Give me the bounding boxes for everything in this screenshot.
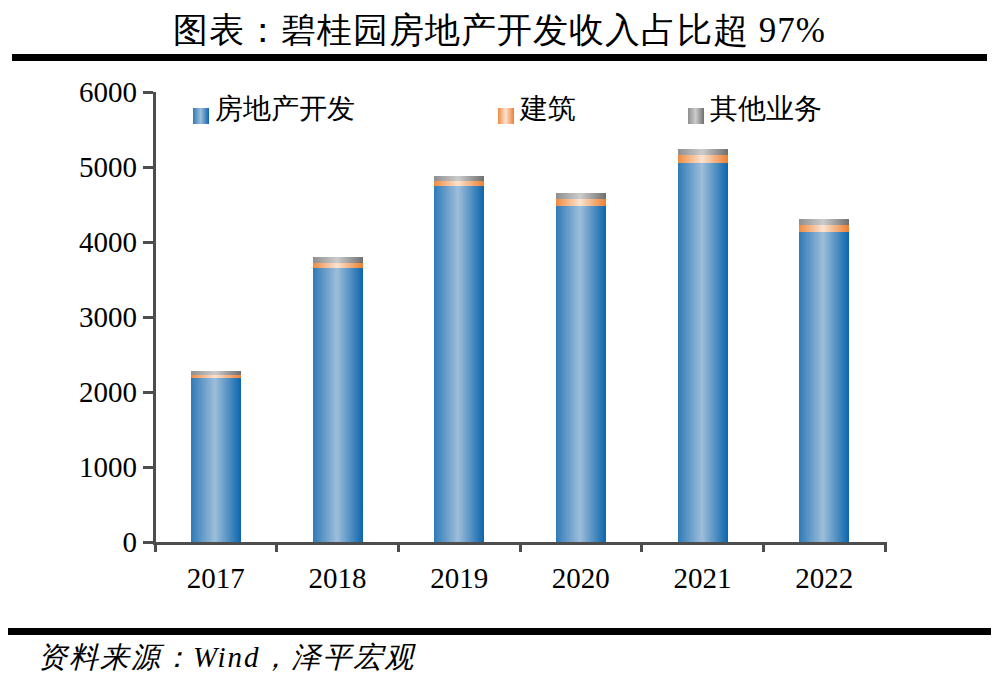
bar-segment-2020-建筑 <box>556 199 606 206</box>
legend-label-other: 其他业务 <box>710 96 822 122</box>
x-axis-labels: 201720182019202020212022 <box>155 542 885 602</box>
legend-label-real-estate: 房地产开发 <box>215 96 355 122</box>
source-note: 资料来源：Wind，泽平宏观 <box>38 638 416 678</box>
bar-segment-2017-建筑 <box>191 375 241 378</box>
y-tick <box>143 316 153 319</box>
bar-segment-2017-房地产开发 <box>191 378 241 542</box>
legend-label-construction: 建筑 <box>520 96 576 122</box>
bar-2017 <box>191 371 241 542</box>
bar-segment-2021-建筑 <box>678 155 728 162</box>
y-tick-label: 5000 <box>37 151 137 183</box>
chart-page: 图表：碧桂园房地产开发收入占比超 97% 房地产开发 建筑 其他业务 01000… <box>0 0 999 685</box>
chart-title: 图表：碧桂园房地产开发收入占比超 97% <box>0 7 999 54</box>
y-tick <box>143 241 153 244</box>
legend-swatch-construction <box>498 108 514 124</box>
bar-segment-2021-其他业务 <box>678 149 728 155</box>
bar-segment-2020-其他业务 <box>556 193 606 200</box>
x-tick-label: 2022 <box>763 562 885 594</box>
x-tick-label: 2018 <box>277 562 399 594</box>
bar-segment-2019-建筑 <box>434 181 484 186</box>
y-tick <box>143 166 153 169</box>
top-divider-rule <box>12 54 987 61</box>
bar-2018 <box>313 257 363 542</box>
y-tick <box>143 91 153 94</box>
y-tick <box>143 541 153 544</box>
legend: 房地产开发 建筑 其他业务 <box>155 96 885 130</box>
y-tick-label: 0 <box>37 526 137 558</box>
bar-segment-2019-其他业务 <box>434 176 484 181</box>
bar-segment-2018-建筑 <box>313 263 363 268</box>
bar-segment-2019-房地产开发 <box>434 186 484 542</box>
bottom-divider-rule <box>8 628 991 635</box>
bar-2020 <box>556 193 606 543</box>
y-tick <box>143 391 153 394</box>
x-tick-label: 2019 <box>398 562 520 594</box>
legend-swatch-real-estate <box>193 108 209 124</box>
legend-swatch-other <box>688 108 704 124</box>
y-tick-label: 1000 <box>37 451 137 483</box>
bar-segment-2020-房地产开发 <box>556 206 606 542</box>
x-tick-label: 2020 <box>520 562 642 594</box>
y-tick-label: 3000 <box>37 301 137 333</box>
y-tick-label: 2000 <box>37 376 137 408</box>
bar-segment-2022-房地产开发 <box>799 232 849 543</box>
legend-item-other: 其他业务 <box>688 96 822 122</box>
bar-2021 <box>678 149 728 542</box>
y-tick <box>143 466 153 469</box>
bar-segment-2018-房地产开发 <box>313 268 363 542</box>
bar-segment-2017-其他业务 <box>191 371 241 375</box>
y-tick-label: 4000 <box>37 226 137 258</box>
legend-item-real-estate: 房地产开发 <box>193 96 355 122</box>
y-axis-line <box>153 92 156 545</box>
x-tick-label: 2017 <box>155 562 277 594</box>
bar-segment-2022-建筑 <box>799 225 849 232</box>
legend-item-construction: 建筑 <box>498 96 576 122</box>
y-tick-label: 6000 <box>37 76 137 108</box>
x-tick-label: 2021 <box>642 562 764 594</box>
bar-segment-2018-其他业务 <box>313 257 363 263</box>
bar-segment-2021-房地产开发 <box>678 163 728 543</box>
bar-segment-2022-其他业务 <box>799 219 849 225</box>
plot-area: 房地产开发 建筑 其他业务 0100020003000400050006000 … <box>155 92 885 542</box>
bar-2019 <box>434 176 484 542</box>
bar-2022 <box>799 219 849 542</box>
